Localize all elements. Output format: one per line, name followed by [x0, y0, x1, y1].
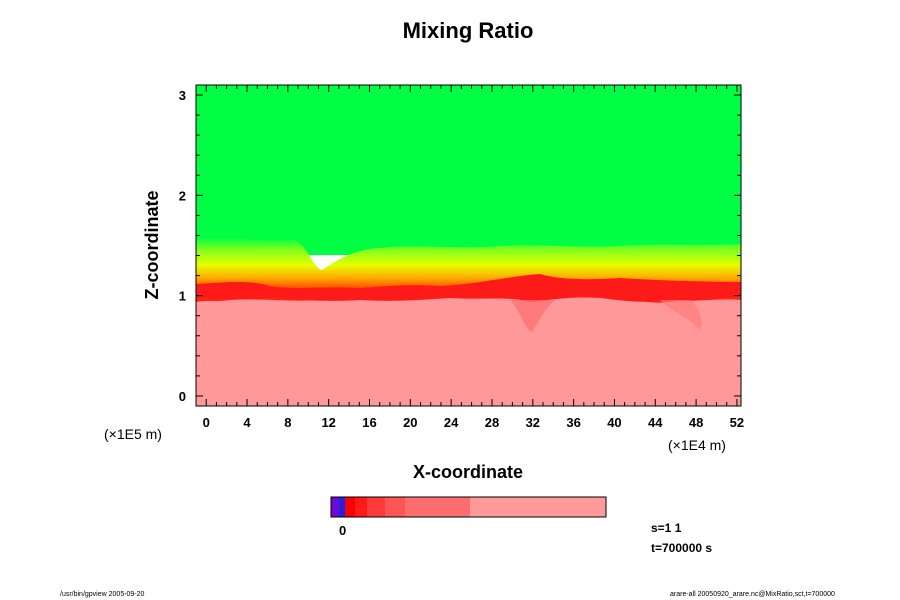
- colorbar: [331, 497, 606, 517]
- x-axis-label: X-coordinate: [413, 462, 523, 482]
- x-tick-label: 24: [444, 415, 459, 430]
- x-tick-label: 40: [607, 415, 621, 430]
- colorbar-segment: [339, 497, 345, 517]
- region-lower: [196, 290, 741, 406]
- salmon-plume-a: [510, 300, 556, 332]
- chart-title: Mixing Ratio: [403, 18, 534, 43]
- x-tick-label: 12: [321, 415, 335, 430]
- y-tick-label: 1: [179, 289, 186, 304]
- plot-frame: [195, 84, 742, 407]
- colorbar-segment: [331, 497, 339, 517]
- salmon-plume-b: [660, 300, 702, 330]
- red-interface: [196, 274, 741, 302]
- info-s: s=1 1: [651, 521, 682, 535]
- footer-left: /usr/bin/gpview 2005-09-20: [60, 591, 145, 598]
- x-tick-label: 0: [203, 415, 210, 430]
- x-scale-label: (×1E4 m): [668, 437, 726, 453]
- info-t: t=700000 s: [651, 541, 712, 555]
- y-axis: 0 1 2 3: [179, 88, 741, 404]
- x-tick-label: 16: [362, 415, 376, 430]
- colorbar-segment: [385, 497, 405, 517]
- colorbar-frame: [330, 496, 607, 518]
- y-axis-label: Z-coordinate: [142, 190, 162, 299]
- colorbar-segment: [470, 497, 606, 517]
- y-scale-label: (×1E5 m): [104, 426, 162, 442]
- y-tick-label: 2: [179, 188, 186, 203]
- x-axis: 0 4 8 12 16 20 24 28 32 36 40 44 48 52: [203, 85, 744, 430]
- y-tick-label: 3: [179, 88, 186, 103]
- x-tick-label: 44: [648, 415, 663, 430]
- x-tick-label: 48: [689, 415, 703, 430]
- y-tick-label: 0: [179, 389, 186, 404]
- footer-right: arare-all 20050920_arare.nc@MixRatio,sct…: [670, 591, 835, 598]
- colorbar-label: 0: [339, 523, 346, 538]
- x-tick-label: 36: [566, 415, 580, 430]
- x-tick-label: 20: [403, 415, 417, 430]
- colorbar-segment: [355, 497, 367, 517]
- x-tick-label: 28: [485, 415, 499, 430]
- x-tick-label: 52: [730, 415, 744, 430]
- colorbar-segment: [405, 497, 470, 517]
- plot-area: [196, 85, 741, 406]
- region-upper: [196, 85, 741, 255]
- x-tick-label: 8: [284, 415, 291, 430]
- colorbar-segment: [345, 497, 355, 517]
- colorbar-segment: [367, 497, 385, 517]
- x-tick-label: 4: [243, 415, 251, 430]
- x-tick-label: 32: [526, 415, 540, 430]
